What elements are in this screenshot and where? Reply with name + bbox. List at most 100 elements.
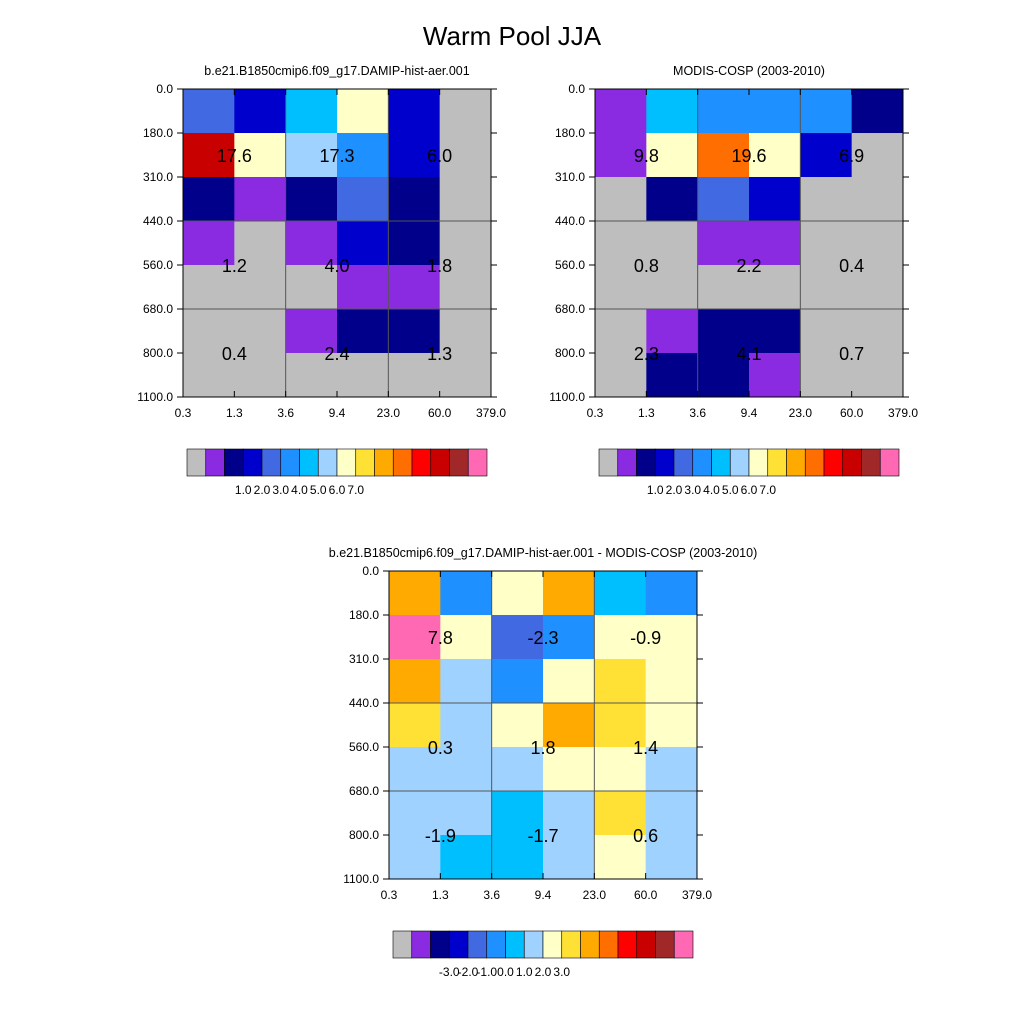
heatmap-cell [594,571,647,616]
heatmap-cell [337,89,389,134]
heatmap-cell [440,791,493,836]
colorbar-swatch [336,448,357,477]
colorbar-swatch [673,448,694,477]
colorbar-swatch [655,930,675,959]
x-tick-label: 9.4 [741,406,758,420]
group-total-label: 2.2 [736,256,761,276]
heatmap-cell [800,89,853,134]
group-total-label: 0.4 [839,256,864,276]
x-tick-label: 0.3 [587,406,604,420]
heatmap-cell [645,746,698,792]
heatmap-cell [646,264,699,310]
heatmap-cell [800,264,853,310]
heatmap-cell [440,703,493,748]
group-total-label: 7.8 [428,628,453,648]
colorbar-swatch [673,930,694,959]
heatmap-cell [800,352,853,398]
heatmap-cell [388,264,441,310]
colorbar-swatch [598,448,619,477]
heatmap-cell [491,571,544,616]
colorbar-swatch [692,448,712,477]
group-total-label: 17.3 [319,146,354,166]
heatmap-cell [491,615,544,660]
group-total-label: 0.8 [634,256,659,276]
heatmap-cell [234,264,287,310]
x-tick-label: 23.0 [789,406,813,420]
heatmap-cell [646,176,699,222]
colorbar-swatch [823,448,844,477]
heatmap-cell [337,221,389,266]
heatmap-cell [337,133,389,178]
heatmap-cell [595,221,647,266]
heatmap-cell [646,89,699,134]
heatmap-cell [234,352,287,398]
heatmap-cell [389,791,441,836]
x-tick-label: 3.6 [483,888,500,902]
group-total-label: 2.3 [634,344,659,364]
colorbar-swatch [430,448,450,477]
heatmap-cell [594,746,647,792]
heatmap-cell [285,352,338,398]
group-total-label: 0.6 [633,826,658,846]
heatmap-cell [285,309,338,354]
heatmap-cell [439,352,492,398]
y-tick-label: 1100.0 [549,390,585,404]
y-tick-label: 310.0 [143,170,173,184]
heatmap-cell [337,176,389,222]
heatmap-cell [595,264,647,310]
heatmap-cell [439,309,492,354]
heatmap-cell [234,309,287,354]
y-tick-label: 1100.0 [343,872,379,886]
colorbar-swatch [317,448,338,477]
heatmap-cell [645,703,698,748]
colorbar-label: -1.0 [476,965,497,979]
panel-1: b.e21.B1850cmip6.f09_g17.DAMIP-hist-aer.… [137,64,506,497]
x-tick-label: 0.3 [175,406,192,420]
heatmap-cell [697,221,750,266]
colorbar-label: 2.0 [254,483,271,497]
heatmap-cell [440,658,493,704]
panel-title: b.e21.B1850cmip6.f09_g17.DAMIP-hist-aer.… [204,64,469,78]
colorbar-label: 4.0 [291,483,308,497]
colorbar-swatch [636,930,656,959]
x-tick-label: 60.0 [634,888,658,902]
heatmap-cell [543,658,595,704]
colorbar-swatch [580,930,600,959]
panel-title: MODIS-COSP (2003-2010) [673,64,825,78]
heatmap-cell [439,133,492,178]
colorbar-swatch [449,448,469,477]
heatmap-cell [440,746,493,792]
y-tick-label: 680.0 [555,302,585,316]
heatmap-cell [800,176,853,222]
heatmap-cell [543,834,595,880]
heatmap-cell [183,352,235,398]
x-tick-label: 1.3 [226,406,243,420]
group-total-label: 1.8 [427,256,452,276]
heatmap-cell [389,658,441,704]
heatmap-cell [389,834,441,880]
colorbar-swatch [392,930,413,959]
heatmap-cell [749,221,801,266]
y-tick-label: 800.0 [143,346,173,360]
heatmap-cell [543,703,595,748]
colorbar-label: 2.0 [666,483,683,497]
group-total-label: 6.9 [839,146,864,166]
heatmap-cell [234,221,287,266]
colorbar-label: 6.0 [329,483,346,497]
heatmap-cell [183,176,235,222]
x-tick-label: 3.6 [689,406,706,420]
colorbar-swatch [654,448,675,477]
y-tick-label: 440.0 [349,696,379,710]
colorbar-swatch [729,448,750,477]
heatmap-cell [595,309,647,354]
y-tick-label: 680.0 [349,784,379,798]
colorbar-swatch [411,930,431,959]
heatmap-cell [388,176,441,222]
colorbar-swatch [804,448,825,477]
colorbar-swatch [505,930,525,959]
colorbar-swatch [861,448,881,477]
heatmap-cell [285,264,338,310]
group-total-label: 2.4 [324,344,349,364]
heatmap-cell [645,834,698,880]
